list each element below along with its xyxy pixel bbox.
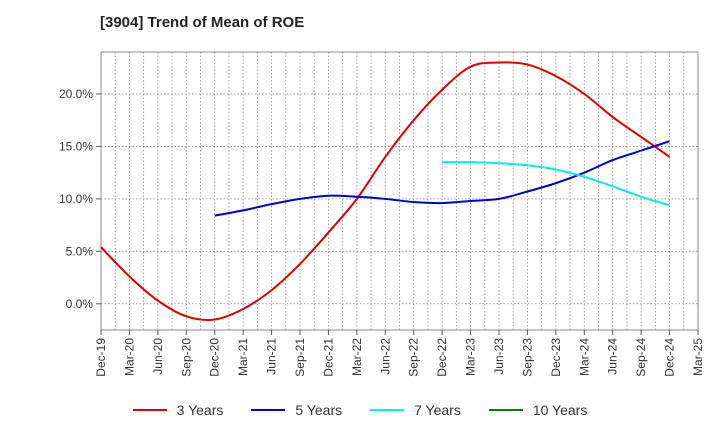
y-tick-label: 5.0% [66,244,94,258]
x-tick-label: Sep-23 [520,338,534,377]
x-tick-label: Mar-25 [691,338,705,376]
series-line-7-years [442,161,670,207]
legend-label: 5 Years [295,402,343,418]
legend-item-3-years: 3 Years [132,402,224,418]
x-tick-label: Sep-20 [179,338,193,377]
x-tick-label: Mar-21 [236,338,250,376]
x-tick-label: Dec-20 [208,338,222,377]
x-tick-label: Mar-24 [577,338,591,376]
x-tick-label: Sep-22 [407,338,421,377]
legend-label: 10 Years [532,402,588,418]
legend-swatch [370,409,405,411]
x-tick-label: Dec-19 [94,338,108,377]
legend-item-10-years: 10 Years [488,402,588,418]
legend-item-5-years: 5 Years [251,402,342,418]
series-line-3-years [100,61,671,321]
y-tick-label: 0.0% [66,297,94,311]
x-tick-label: Jun-21 [265,338,279,375]
x-tick-label: Jun-20 [151,338,165,375]
legend-label: 3 Years [176,402,224,418]
chart-title: [3904] Trend of Mean of ROE [100,14,305,31]
y-tick-label: 15.0% [59,139,93,153]
x-tick-label: Jun-24 [606,338,620,375]
x-tick-label: Jun-22 [378,338,392,375]
x-tick-label: Dec-21 [321,338,335,377]
legend: 3 Years 5 Years 7 Years 10 Years [0,402,720,418]
legend-item-7-years: 7 Years [370,402,461,418]
x-tick-label: Dec-22 [435,338,449,377]
y-tick-label: 10.0% [59,192,93,206]
x-tick-label: Mar-22 [350,338,364,376]
x-tick-label: Jun-23 [492,338,506,375]
x-tick-label: Mar-23 [464,338,478,376]
x-tick-label: Dec-23 [549,338,563,377]
x-tick-label: Sep-24 [634,338,648,377]
legend-label: 7 Years [414,402,461,418]
x-tick-label: Mar-20 [122,338,136,376]
y-tick-label: 20.0% [59,87,93,101]
series-line-5-years [214,140,670,217]
legend-swatch [132,409,167,411]
x-tick-label: Sep-21 [293,338,307,377]
legend-swatch [488,409,523,411]
x-tick-label: Dec-24 [663,338,677,377]
legend-swatch [251,409,286,411]
